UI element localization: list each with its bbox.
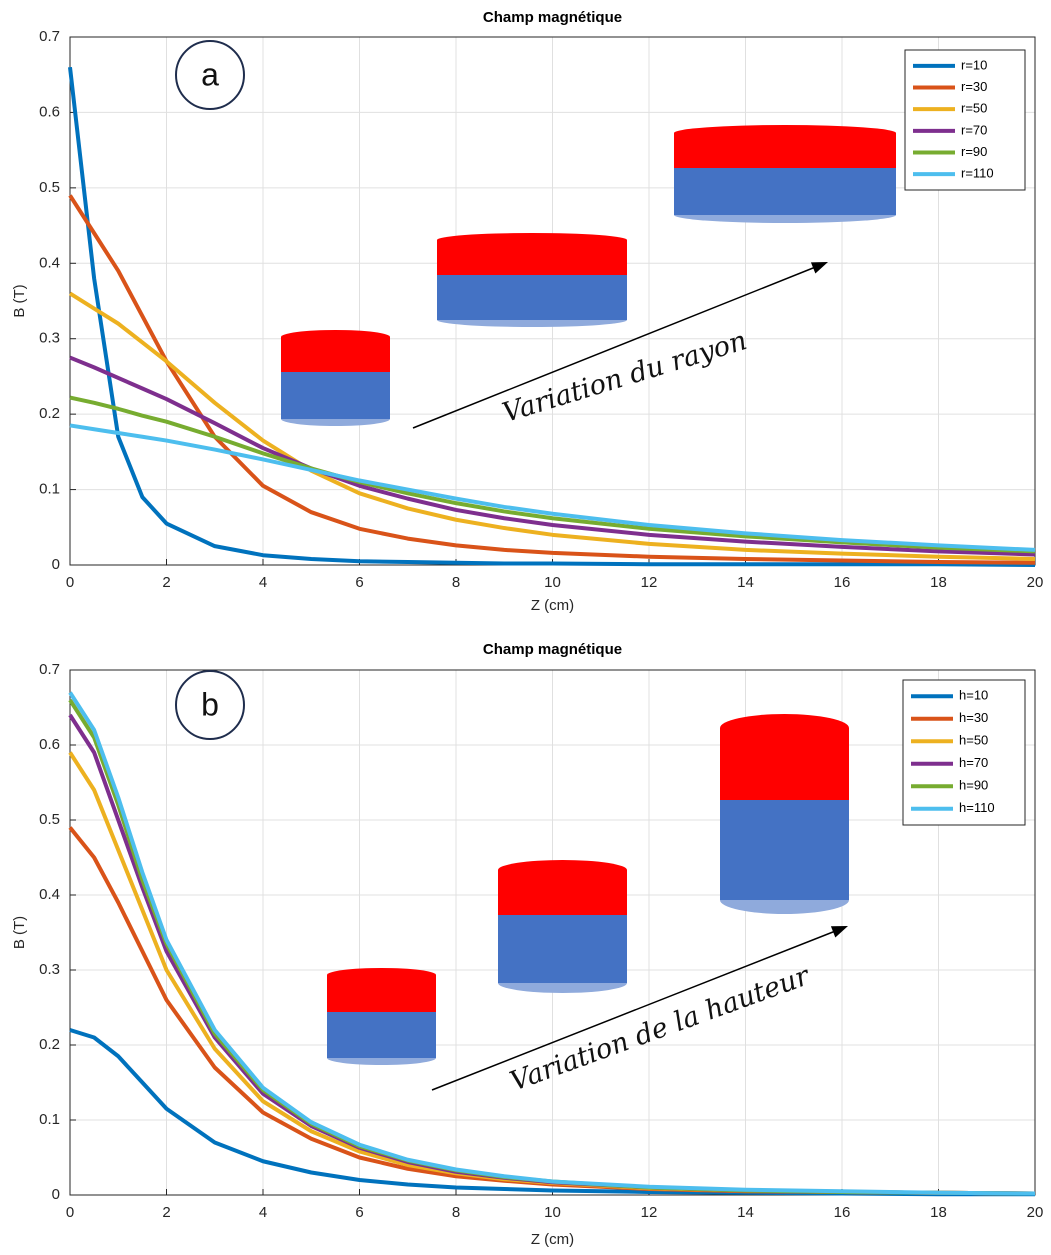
legend-label: r=30	[961, 79, 987, 94]
cylinder-top	[281, 330, 390, 344]
x-tick-label: 20	[1027, 574, 1044, 591]
x-tick-label: 6	[355, 1204, 363, 1221]
y-axis-label: B (T)	[11, 916, 28, 949]
arrow-line	[431, 929, 839, 1091]
x-axis-label: Z (cm)	[531, 597, 574, 614]
magnet-cylinder	[720, 714, 849, 914]
y-tick-label: 0.6	[39, 103, 60, 120]
series-line	[69, 395, 1036, 554]
y-tick-label: 0.4	[39, 254, 60, 271]
cylinder-south	[281, 372, 390, 419]
magnet-cylinder	[281, 330, 390, 426]
x-tick-label: 18	[930, 574, 947, 591]
y-tick-label: 0.3	[39, 330, 60, 347]
legend-label: h=50	[959, 733, 988, 748]
legend-label: h=90	[959, 778, 988, 793]
panel-letter: a	[201, 56, 219, 92]
legend-label: h=110	[959, 800, 995, 815]
cylinder-top	[498, 860, 627, 880]
x-tick-label: 2	[162, 1204, 170, 1221]
x-tick-label: 0	[66, 574, 74, 591]
x-tick-label: 20	[1027, 1204, 1044, 1221]
cylinder-top	[674, 125, 896, 141]
legend: h=10 h=30 h=50 h=70 h=90 h=110	[902, 679, 1026, 826]
x-tick-label: 8	[452, 1204, 460, 1221]
x-axis-label: Z (cm)	[531, 1231, 574, 1248]
magnet-cylinder	[498, 860, 627, 993]
legend-label: r=90	[961, 144, 987, 159]
x-tick-label: 18	[930, 1204, 947, 1221]
legend-label: r=10	[961, 57, 987, 72]
x-tick-label: 6	[355, 574, 363, 591]
legend-box	[904, 49, 1026, 191]
series-line	[68, 291, 1036, 561]
cylinder-top	[437, 233, 627, 247]
y-tick-label: 0.2	[39, 1036, 60, 1053]
y-tick-label: 0.5	[39, 179, 60, 196]
magnet-cylinder	[674, 125, 896, 223]
y-tick-label: 0	[52, 1186, 60, 1203]
panel-badge	[175, 40, 245, 110]
y-tick-label: 0.1	[39, 481, 60, 498]
chart-title: Champ magnétique	[483, 9, 622, 26]
x-tick-label: 16	[834, 574, 851, 591]
y-tick-label: 0.6	[39, 736, 60, 753]
y-tick-label: 0.4	[39, 886, 60, 903]
y-axis-label: B (T)	[11, 284, 28, 317]
magnet-cylinder	[437, 233, 627, 327]
cylinder-south	[720, 800, 849, 900]
legend-label: r=50	[961, 101, 987, 116]
arrow-head	[830, 926, 848, 938]
x-tick-label: 14	[737, 1204, 754, 1221]
cylinder-top	[327, 968, 436, 982]
y-tick-label: 0.3	[39, 961, 60, 978]
y-tick-label: 0	[52, 556, 60, 573]
arrow-head	[810, 262, 828, 274]
x-tick-label: 4	[259, 1204, 267, 1221]
cylinder-top	[720, 714, 849, 742]
plot-frame	[69, 669, 1036, 1196]
chart-title: Champ magnétique	[483, 641, 622, 658]
arrow-line	[412, 265, 819, 429]
x-tick-label: 0	[66, 1204, 74, 1221]
series-line	[68, 194, 1036, 565]
legend-label: h=30	[959, 710, 988, 725]
legend-box	[902, 679, 1026, 826]
magnet-cylinder	[327, 968, 436, 1065]
y-tick-label: 0.2	[39, 405, 60, 422]
y-tick-label: 0.1	[39, 1111, 60, 1128]
cylinder-south	[327, 1012, 436, 1058]
legend: r=10 r=30 r=50 r=70 r=90 r=110	[904, 49, 1026, 191]
cylinder-south	[437, 275, 627, 320]
x-tick-label: 4	[259, 574, 267, 591]
panel-badge	[175, 670, 245, 740]
cylinder-south	[498, 915, 627, 983]
y-tick-label: 0.7	[39, 28, 60, 45]
x-tick-label: 12	[641, 1204, 658, 1221]
x-tick-label: 2	[162, 574, 170, 591]
legend-label: h=10	[959, 688, 988, 703]
x-tick-label: 16	[834, 1204, 851, 1221]
series-line	[69, 355, 1036, 557]
x-tick-label: 14	[737, 574, 754, 591]
x-tick-label: 12	[641, 574, 658, 591]
y-tick-label: 0.7	[39, 661, 60, 678]
legend-label: h=70	[959, 755, 988, 770]
x-tick-label: 10	[544, 574, 561, 591]
legend-label: r=110	[961, 166, 994, 181]
series-line	[68, 66, 1036, 567]
series-line	[69, 423, 1036, 552]
legend-label: r=70	[961, 122, 987, 137]
panel-letter: b	[201, 686, 219, 722]
series-line	[68, 691, 1036, 1196]
x-tick-label: 10	[544, 1204, 561, 1221]
x-tick-label: 8	[452, 574, 460, 591]
y-tick-label: 0.5	[39, 811, 60, 828]
